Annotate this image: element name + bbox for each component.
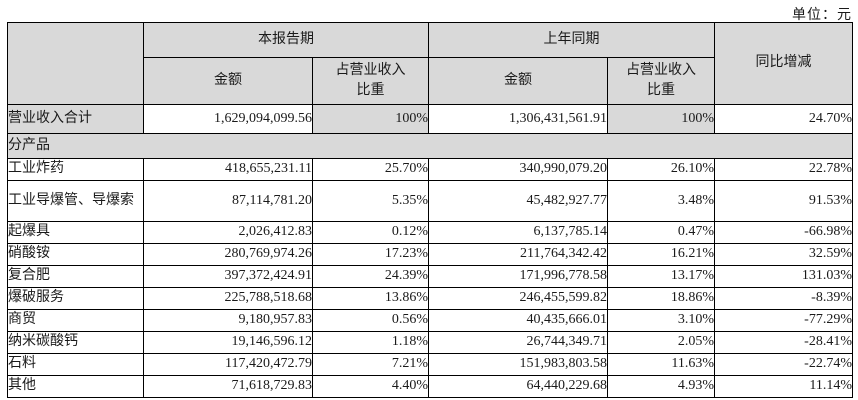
- current-amount-cell: 418,655,231.11: [143, 158, 313, 181]
- current-share-cell: 5.35%: [312, 180, 429, 222]
- table-row: 硝酸铵 280,769,974.26 17.23% 211,764,342.42…: [7, 243, 853, 266]
- yoy-cell: 11.14%: [714, 375, 853, 398]
- prior-amount-cell: 246,455,599.82: [428, 287, 608, 310]
- yoy-cell: -77.29%: [714, 309, 853, 332]
- header-revenue-share-prior-text: 占营业收入比重: [626, 62, 696, 98]
- yoy-cell: 22.78%: [714, 158, 853, 181]
- table-row: 复合肥 397,372,424.91 24.39% 171,996,778.58…: [7, 265, 853, 288]
- row-label: 工业导爆管、导爆索: [7, 180, 144, 222]
- current-amount-cell: 9,180,957.83: [143, 309, 313, 332]
- row-label: 爆破服务: [7, 287, 144, 310]
- prior-amount-cell: 40,435,666.01: [428, 309, 608, 332]
- header-row-subcolumns: 金额 占营业收入比重 金额 占营业收入比重: [8, 57, 853, 105]
- current-amount-cell: 19,146,596.12: [143, 331, 313, 354]
- header-amount-current: 金额: [143, 57, 313, 105]
- table-row: 爆破服务 225,788,518.68 13.86% 246,455,599.8…: [7, 287, 853, 310]
- header-revenue-share-current: 占营业收入比重: [312, 57, 429, 105]
- header-empty-cell: [7, 22, 144, 105]
- prior-share-cell: 16.21%: [607, 243, 715, 266]
- prior-share-cell: 18.86%: [607, 287, 715, 310]
- prior-amount-cell: 340,990,079.20: [428, 158, 608, 181]
- yoy-cell: -28.41%: [714, 331, 853, 354]
- current-share-cell: 0.12%: [312, 221, 429, 244]
- yoy-cell: -22.74%: [714, 353, 853, 376]
- current-share-cell: 0.56%: [312, 309, 429, 332]
- prior-share-cell: 11.63%: [607, 353, 715, 376]
- yoy-cell: 32.59%: [714, 243, 853, 266]
- prior-amount-cell: 211,764,342.42: [428, 243, 608, 266]
- prior-share-cell: 3.48%: [607, 180, 715, 222]
- prior-amount-cell: 151,983,803.58: [428, 353, 608, 376]
- prior-share-cell: 26.10%: [607, 158, 715, 181]
- table-row: 工业导爆管、导爆索 87,114,781.20 5.35% 45,482,927…: [7, 180, 853, 222]
- current-amount-cell: 87,114,781.20: [143, 180, 313, 222]
- total-revenue-row: 营业收入合计 1,629,094,099.56 100% 1,306,431,5…: [7, 104, 853, 134]
- header-revenue-share-current-text: 占营业收入比重: [335, 62, 406, 98]
- header-yoy-change: 同比增减: [714, 22, 853, 105]
- section-row-by-product: 分产品: [7, 133, 853, 159]
- row-label: 纳米碳酸钙: [7, 331, 144, 354]
- prior-amount-cell: 45,482,927.77: [428, 180, 608, 222]
- total-current-amount: 1,629,094,099.56: [143, 104, 313, 134]
- prior-amount-cell: 6,137,785.14: [428, 221, 608, 244]
- prior-share-cell: 4.93%: [607, 375, 715, 398]
- current-amount-cell: 280,769,974.26: [143, 243, 313, 266]
- prior-share-cell: 13.17%: [607, 265, 715, 288]
- header-prior-period: 上年同期: [428, 22, 715, 58]
- prior-amount-cell: 171,996,778.58: [428, 265, 608, 288]
- current-share-cell: 1.18%: [312, 331, 429, 354]
- row-label: 硝酸铵: [7, 243, 144, 266]
- row-label: 石料: [7, 353, 144, 376]
- current-amount-cell: 117,420,472.79: [143, 353, 313, 376]
- current-share-cell: 4.40%: [312, 375, 429, 398]
- row-label: 商贸: [7, 309, 144, 332]
- current-amount-cell: 397,372,424.91: [143, 265, 313, 288]
- total-yoy-cell: 24.70%: [714, 104, 853, 134]
- yoy-cell: 91.53%: [714, 180, 853, 222]
- table-row: 商贸 9,180,957.83 0.56% 40,435,666.01 3.10…: [7, 309, 853, 332]
- row-label: 其他: [7, 375, 144, 398]
- header-row-periods: 本报告期 上年同期 同比增减: [7, 22, 853, 105]
- table-row: 纳米碳酸钙 19,146,596.12 1.18% 26,744,349.71 …: [7, 331, 853, 354]
- total-current-share: 100%: [312, 104, 429, 134]
- header-revenue-share-prior: 占营业收入比重: [607, 57, 715, 105]
- row-label: 起爆具: [7, 221, 144, 244]
- section-label: 分产品: [7, 133, 853, 159]
- row-label: 工业炸药: [7, 158, 144, 181]
- total-row-label: 营业收入合计: [7, 104, 144, 134]
- yoy-cell: -66.98%: [714, 221, 853, 244]
- yoy-cell: 131.03%: [714, 265, 853, 288]
- table-row: 其他 71,618,729.83 4.40% 64,440,229.68 4.9…: [7, 375, 853, 398]
- prior-share-cell: 0.47%: [607, 221, 715, 244]
- current-amount-cell: 71,618,729.83: [143, 375, 313, 398]
- prior-amount-cell: 64,440,229.68: [428, 375, 608, 398]
- table-row: 工业炸药 418,655,231.11 25.70% 340,990,079.2…: [7, 158, 853, 181]
- prior-share-cell: 2.05%: [607, 331, 715, 354]
- total-prior-share: 100%: [607, 104, 715, 134]
- current-amount-cell: 2,026,412.83: [143, 221, 313, 244]
- yoy-cell: -8.39%: [714, 287, 853, 310]
- header-amount-prior: 金额: [428, 57, 608, 105]
- current-share-cell: 25.70%: [312, 158, 429, 181]
- prior-share-cell: 3.10%: [607, 309, 715, 332]
- current-share-cell: 13.86%: [312, 287, 429, 310]
- table-row: 起爆具 2,026,412.83 0.12% 6,137,785.14 0.47…: [7, 221, 853, 244]
- current-share-cell: 17.23%: [312, 243, 429, 266]
- prior-amount-cell: 26,744,349.71: [428, 331, 608, 354]
- unit-label: 单位：元: [792, 8, 852, 23]
- total-prior-amount: 1,306,431,561.91: [428, 104, 608, 134]
- row-label: 复合肥: [7, 265, 144, 288]
- current-share-cell: 24.39%: [312, 265, 429, 288]
- current-share-cell: 7.21%: [312, 353, 429, 376]
- header-current-period: 本报告期: [143, 22, 429, 58]
- current-amount-cell: 225,788,518.68: [143, 287, 313, 310]
- table-row: 石料 117,420,472.79 7.21% 151,983,803.58 1…: [7, 353, 853, 376]
- revenue-breakdown-table: 本报告期 上年同期 同比增减 金额 占营业收入比重 金额 占营业收入比重 营业收…: [7, 22, 853, 398]
